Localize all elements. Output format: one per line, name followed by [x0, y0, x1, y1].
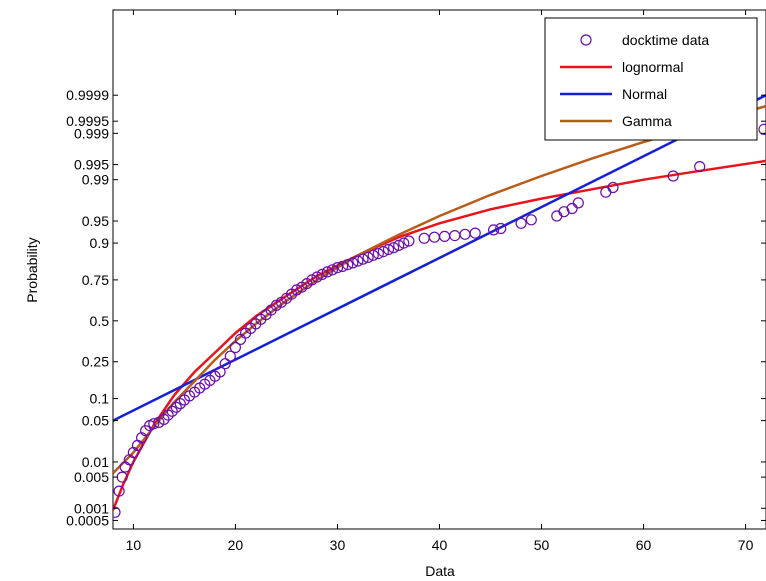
data-point — [113, 485, 125, 497]
legend-label-normal: Normal — [622, 86, 667, 102]
data-point — [331, 262, 344, 274]
data-point — [362, 251, 374, 263]
y-tick-label: 0.99 — [82, 172, 109, 188]
legend-label-gamma: Gamma — [622, 113, 672, 129]
data-point — [347, 257, 359, 269]
y-tick-label: 0.95 — [82, 213, 109, 229]
data-point — [372, 248, 384, 260]
data-point — [337, 260, 349, 272]
data-point — [525, 214, 537, 226]
data-point — [357, 253, 369, 265]
data-point — [113, 506, 121, 518]
y-tick-label: 0.75 — [82, 272, 109, 288]
y-tick-label: 0.001 — [74, 500, 109, 516]
data-point — [393, 239, 405, 251]
data-point — [316, 268, 328, 280]
data-point — [515, 217, 527, 229]
data-point — [667, 170, 679, 182]
data-point — [326, 264, 338, 276]
data-point — [488, 224, 500, 236]
data-point — [572, 197, 584, 209]
data-point — [214, 366, 226, 378]
data-point — [174, 398, 186, 410]
y-tick-label: 0.9999 — [66, 87, 109, 103]
data-point — [367, 249, 379, 261]
data-point — [469, 227, 481, 239]
y-tick-label: 0.9995 — [66, 113, 109, 129]
data-point — [694, 161, 706, 173]
data-point — [162, 409, 174, 421]
data-point — [219, 358, 231, 370]
y-axis-label: Probability — [24, 237, 40, 302]
x-tick-label: 50 — [534, 537, 550, 553]
data-point — [158, 413, 170, 425]
data-point — [224, 350, 236, 362]
data-point — [495, 222, 507, 235]
data-point — [398, 237, 410, 249]
y-tick-label: 0.999 — [74, 125, 109, 141]
x-tick-label: 20 — [228, 537, 244, 553]
data-point — [758, 123, 766, 135]
data-point — [166, 405, 178, 417]
y-tick-label: 0.005 — [74, 469, 109, 485]
normal-fit-line — [113, 94, 766, 422]
y-tick-label: 0.995 — [74, 157, 109, 173]
legend: docktime data lognormal Normal Gamma — [544, 17, 758, 141]
x-tick-label: 60 — [636, 537, 652, 553]
data-point — [352, 255, 364, 267]
legend-label-lognormal: lognormal — [622, 59, 683, 75]
data-point — [229, 341, 241, 354]
y-tick-label: 0.9 — [90, 235, 110, 251]
y-tick-label: 0.25 — [82, 354, 109, 370]
x-tick-label: 70 — [738, 537, 754, 553]
data-point — [607, 181, 619, 194]
data-point — [388, 242, 400, 254]
y-tick-label: 0.0005 — [66, 512, 109, 528]
y-tick-label: 0.5 — [90, 313, 110, 329]
data-point — [342, 259, 354, 271]
data-point — [566, 202, 578, 215]
x-tick-label: 30 — [330, 537, 346, 553]
data-point — [170, 401, 182, 413]
y-tick-label: 0.01 — [82, 454, 109, 470]
data-point — [321, 266, 333, 278]
y-tick-label: 0.1 — [90, 391, 110, 407]
legend-box — [544, 17, 758, 141]
legend-label-docktime-data: docktime data — [622, 32, 709, 48]
data-point — [403, 235, 415, 247]
data-point — [311, 271, 323, 283]
data-point — [377, 246, 389, 258]
x-tick-label: 40 — [432, 537, 448, 553]
data-point — [382, 243, 395, 256]
x-axis-label: Data — [425, 563, 455, 579]
y-tick-label: 0.05 — [82, 413, 109, 429]
legend-marker-docktime-data — [580, 34, 592, 46]
data-point — [148, 418, 160, 430]
x-tick-label: 10 — [126, 537, 142, 553]
